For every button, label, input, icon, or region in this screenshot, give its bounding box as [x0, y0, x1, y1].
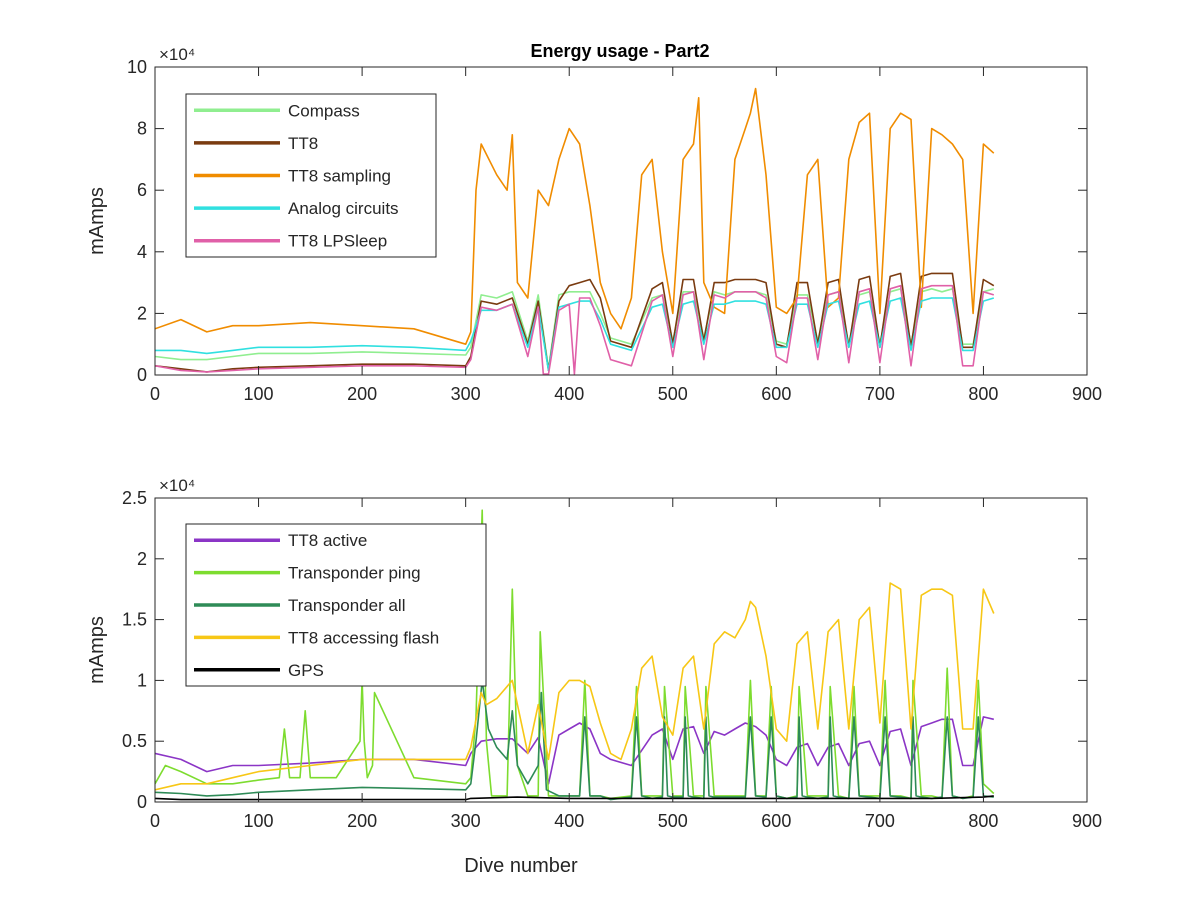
- x-tick-label: 900: [1072, 811, 1102, 831]
- x-tick-label: 400: [554, 384, 584, 404]
- legend-label: TT8 active: [288, 531, 367, 550]
- bottom-axes: 0 100 200 300 400 500 600 700 800 900 0 0.5 1 1.5 2 2.5…: [86, 476, 1102, 877]
- y-exponent-label: ×10⁴: [159, 476, 195, 495]
- y-tick-label: 1.5: [122, 610, 147, 630]
- top-series-group: [155, 87, 995, 375]
- x-tick-label: 800: [968, 384, 998, 404]
- x-tick-label: 900: [1072, 384, 1102, 404]
- y-axis-label: mAmps: [86, 616, 108, 684]
- legend-label: TT8 sampling: [288, 167, 391, 186]
- x-tick-label: 600: [761, 811, 791, 831]
- bottom-legend: TT8 active Transponder ping Transponder al…: [185, 523, 487, 687]
- legend-label: Analog circuits: [288, 199, 399, 218]
- y-tick-label: 4: [137, 242, 147, 262]
- x-tick-label: 700: [865, 811, 895, 831]
- legend-label: Compass: [288, 101, 360, 120]
- x-axis-label: Dive number: [464, 855, 578, 877]
- series-line-analog-circuits: [155, 297, 995, 372]
- y-axis-label: mAmps: [86, 187, 108, 255]
- series-line-tt8-lpsleep: [155, 284, 995, 375]
- y-tick-label: 8: [137, 119, 147, 139]
- legend-label: TT8: [288, 134, 318, 153]
- y-tick-label: 1: [137, 670, 147, 690]
- x-tick-label: 500: [658, 384, 688, 404]
- x-tick-label: 100: [244, 811, 274, 831]
- y-tick-label: 2.5: [122, 488, 147, 508]
- legend-label: TT8 accessing flash: [288, 628, 439, 647]
- y-tick-label: 0: [137, 792, 147, 812]
- x-tick-label: 100: [244, 384, 274, 404]
- legend-label: Transponder ping: [288, 564, 421, 583]
- x-tick-label: 0: [150, 811, 160, 831]
- series-line-gps: [155, 795, 994, 801]
- series-line-tt8-accessing-flash: [155, 582, 995, 791]
- x-tick-label: 200: [347, 811, 377, 831]
- x-tick-label: 400: [554, 811, 584, 831]
- x-tick-label: 500: [658, 811, 688, 831]
- bottom-axes-box: [154, 497, 1088, 803]
- x-tick-label: 300: [451, 384, 481, 404]
- x-tick-label: 200: [347, 384, 377, 404]
- y-tick-label: 2: [137, 303, 147, 323]
- legend-label: GPS: [288, 661, 324, 680]
- series-line-tt8-sampling: [155, 87, 995, 345]
- legend-label: Transponder all: [288, 596, 406, 615]
- x-tick-label: 300: [451, 811, 481, 831]
- y-tick-label: 0.5: [122, 731, 147, 751]
- figure-title: Energy usage - Part2: [530, 41, 709, 61]
- y-exponent-label: ×10⁴: [159, 45, 195, 64]
- legend-label: TT8 LPSleep: [288, 232, 387, 251]
- x-tick-label: 800: [968, 811, 998, 831]
- x-tick-label: 0: [150, 384, 160, 404]
- x-tick-label: 700: [865, 384, 895, 404]
- y-tick-label: 0: [137, 365, 147, 385]
- y-tick-label: 10: [127, 57, 147, 77]
- top-axes-box: [154, 66, 1088, 376]
- top-axes: 0 100 200 300 400 500 600 700 800 900 0 2 4 6 8 10 ×10⁴ m…: [86, 45, 1102, 404]
- bottom-series-group: [155, 509, 995, 801]
- x-tick-label: 600: [761, 384, 791, 404]
- series-line-transponder-all: [155, 679, 994, 801]
- top-legend: Compass TT8 TT8 sampling Analog circuits TT8…: [185, 93, 437, 258]
- y-tick-label: 2: [137, 549, 147, 569]
- y-tick-label: 6: [137, 180, 147, 200]
